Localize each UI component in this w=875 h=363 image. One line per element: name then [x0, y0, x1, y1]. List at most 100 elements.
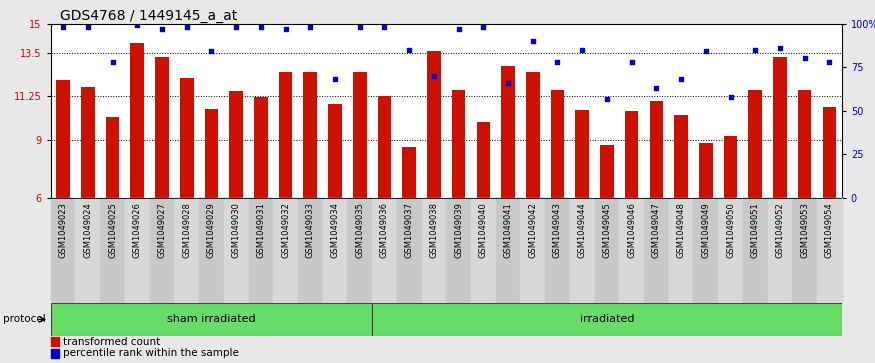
- Bar: [106, 117, 119, 198]
- Text: GSM1049033: GSM1049033: [305, 202, 315, 258]
- Bar: [422, 198, 446, 303]
- Bar: [452, 90, 466, 198]
- Text: GSM1049035: GSM1049035: [355, 202, 364, 258]
- Bar: [273, 198, 298, 303]
- Bar: [570, 198, 595, 303]
- Text: transformed count: transformed count: [63, 337, 160, 347]
- Bar: [51, 303, 372, 336]
- Bar: [229, 91, 243, 198]
- Bar: [446, 198, 471, 303]
- Bar: [304, 72, 317, 198]
- Bar: [699, 143, 712, 198]
- Text: GSM1049046: GSM1049046: [627, 202, 636, 258]
- Bar: [130, 43, 144, 198]
- Point: [476, 24, 490, 30]
- Bar: [378, 96, 391, 198]
- Point: [748, 47, 762, 53]
- Bar: [649, 101, 663, 198]
- Text: GSM1049048: GSM1049048: [676, 202, 686, 258]
- Bar: [174, 198, 200, 303]
- Point: [377, 24, 391, 30]
- Point: [452, 26, 466, 32]
- Text: GSM1049038: GSM1049038: [430, 202, 438, 258]
- Text: GSM1049040: GSM1049040: [479, 202, 488, 258]
- Bar: [668, 198, 694, 303]
- Text: GSM1049052: GSM1049052: [775, 202, 785, 258]
- Bar: [56, 80, 70, 198]
- Bar: [793, 198, 817, 303]
- Bar: [397, 198, 422, 303]
- Bar: [798, 90, 811, 198]
- Text: GSM1049026: GSM1049026: [133, 202, 142, 258]
- Bar: [180, 78, 193, 198]
- Text: GSM1049044: GSM1049044: [578, 202, 587, 258]
- Point: [402, 47, 416, 53]
- Bar: [427, 51, 441, 198]
- Bar: [477, 122, 490, 198]
- Point: [501, 80, 515, 86]
- Bar: [495, 198, 521, 303]
- Text: GSM1049054: GSM1049054: [825, 202, 834, 258]
- Point: [254, 24, 268, 30]
- Bar: [748, 90, 762, 198]
- Bar: [254, 97, 268, 198]
- Point: [353, 24, 367, 30]
- Text: GSM1049053: GSM1049053: [800, 202, 809, 258]
- Text: GSM1049025: GSM1049025: [108, 202, 117, 258]
- Bar: [718, 198, 743, 303]
- Point: [674, 77, 688, 82]
- Bar: [248, 198, 273, 303]
- Text: GSM1049047: GSM1049047: [652, 202, 661, 258]
- Bar: [51, 198, 75, 303]
- Text: GSM1049050: GSM1049050: [726, 202, 735, 258]
- Point: [106, 59, 120, 65]
- Bar: [328, 104, 342, 198]
- Bar: [521, 198, 545, 303]
- Text: GSM1049051: GSM1049051: [751, 202, 760, 258]
- Bar: [75, 198, 100, 303]
- Text: irradiated: irradiated: [579, 314, 634, 325]
- Bar: [353, 72, 367, 198]
- Point: [179, 24, 193, 30]
- Bar: [125, 198, 150, 303]
- Bar: [675, 115, 688, 198]
- Text: GSM1049036: GSM1049036: [380, 202, 389, 258]
- Text: GSM1049042: GSM1049042: [528, 202, 537, 258]
- Bar: [200, 198, 224, 303]
- Point: [328, 77, 342, 82]
- Bar: [372, 198, 397, 303]
- Bar: [51, 337, 59, 346]
- Bar: [545, 198, 570, 303]
- Bar: [625, 111, 639, 198]
- Bar: [402, 147, 416, 198]
- Point: [822, 59, 836, 65]
- Bar: [81, 87, 94, 198]
- Bar: [767, 198, 793, 303]
- Point: [575, 47, 589, 53]
- Text: percentile rank within the sample: percentile rank within the sample: [63, 348, 239, 359]
- Point: [798, 56, 812, 61]
- Point: [427, 73, 441, 79]
- Bar: [205, 109, 218, 198]
- Point: [773, 45, 787, 51]
- Text: GSM1049030: GSM1049030: [232, 202, 241, 258]
- Bar: [817, 198, 842, 303]
- Bar: [155, 57, 169, 198]
- Bar: [620, 198, 644, 303]
- Point: [600, 95, 614, 101]
- Bar: [150, 198, 174, 303]
- Point: [80, 24, 94, 30]
- Bar: [743, 198, 767, 303]
- Bar: [501, 66, 514, 198]
- Text: GSM1049029: GSM1049029: [206, 202, 216, 258]
- Bar: [550, 90, 564, 198]
- Bar: [100, 198, 125, 303]
- Point: [155, 26, 169, 32]
- Text: GDS4768 / 1449145_a_at: GDS4768 / 1449145_a_at: [60, 9, 237, 23]
- Bar: [323, 198, 347, 303]
- Bar: [724, 136, 738, 198]
- Bar: [600, 144, 613, 198]
- Text: GSM1049034: GSM1049034: [331, 202, 340, 258]
- Bar: [822, 107, 836, 198]
- Point: [526, 38, 540, 44]
